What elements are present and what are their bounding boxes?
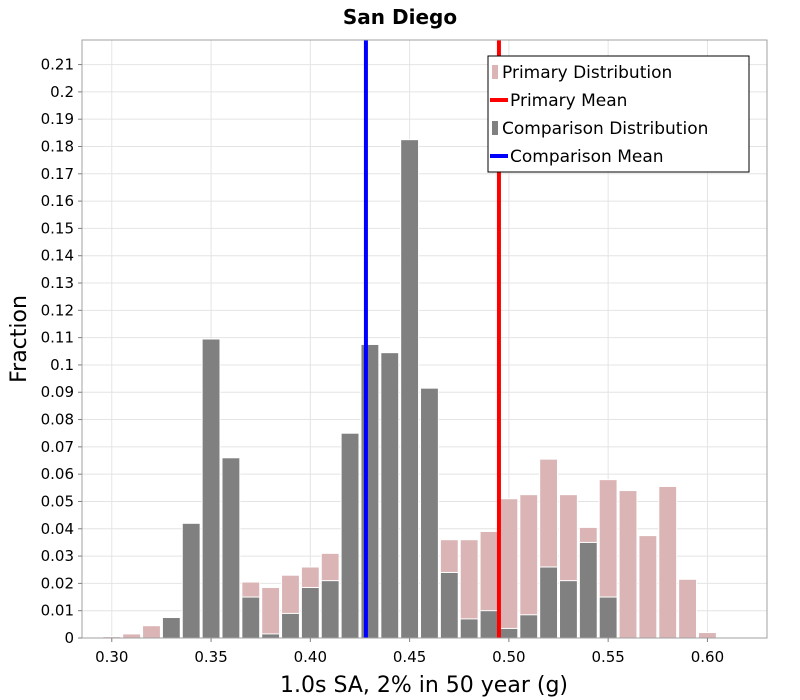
comparison-distribution-bar	[499, 627, 519, 639]
plot-border	[81, 39, 768, 639]
legend-item-comparison-mean: Comparison Mean	[490, 147, 664, 167]
y-tick-label: 0.12	[41, 301, 74, 319]
y-tick-label: 0.08	[41, 411, 74, 429]
y-tick-label: 0.04	[41, 520, 74, 538]
y-tick-label: 0.14	[41, 247, 74, 265]
legend-swatch	[492, 65, 498, 79]
chart-title: San Diego	[343, 5, 457, 29]
comparison-distribution-bar	[519, 614, 539, 639]
y-tick-label: 0.02	[41, 574, 74, 592]
y-tick-label: 0.01	[41, 602, 74, 620]
x-tick-label: 0.50	[492, 648, 525, 666]
y-tick-label: 0.16	[41, 192, 74, 210]
comparison-distribution-bar	[161, 617, 181, 639]
comparison-distribution-bar	[439, 571, 459, 639]
comparison-distribution-bar	[420, 387, 439, 639]
y-tick-label: 0.06	[41, 465, 74, 483]
comparison-distribution-bar	[400, 139, 420, 639]
comparison-distribution-bar	[340, 432, 360, 639]
x-tick-label: 0.45	[393, 648, 426, 666]
y-tick-label: 0.17	[41, 165, 74, 183]
y-axis-title: Fraction	[7, 295, 32, 383]
y-tick-label: 0.11	[41, 329, 74, 347]
legend-box	[487, 55, 750, 173]
x-axis: 0.30 0.35 0.40 0.45 0.50 0.55 0.60	[95, 638, 724, 666]
comparison-distribution-bar	[578, 541, 598, 639]
comparison-distribution-bar	[559, 580, 578, 639]
primary-distribution-bar	[698, 632, 717, 639]
y-tick-label: 0	[64, 629, 74, 647]
primary-distribution-bar	[658, 485, 678, 639]
comparison-distribution-bar	[380, 352, 400, 639]
comparison-distribution-bar	[261, 633, 281, 639]
y-axis: 0 0.01 0.02 0.03 0.04 0.05 0.06 0.07 0.08 0.09 0.1…	[41, 56, 82, 647]
primary-distribution-bar	[638, 535, 658, 639]
y-tick-label: 0.2	[50, 83, 74, 101]
comparison-distribution-bar	[320, 580, 340, 639]
x-tick-label: 0.55	[591, 648, 624, 666]
comparison-distribution-bar	[300, 586, 320, 639]
legend-label: Primary Mean	[510, 91, 627, 111]
comparison-distribution-bar	[281, 612, 300, 639]
comparison-distribution-bars	[161, 139, 618, 639]
x-tick-label: 0.60	[691, 648, 724, 666]
primary-distribution-bar	[122, 633, 142, 639]
comparison-distribution-bar	[479, 610, 499, 639]
y-tick-label: 0.13	[41, 274, 74, 292]
comparison-distribution-bar	[241, 596, 261, 639]
legend-item-primary-distribution: Primary Distribution	[492, 63, 672, 83]
comparison-distribution-bar	[539, 566, 559, 639]
y-tick-label: 0.1	[50, 356, 74, 374]
y-tick-label: 0.15	[41, 219, 74, 237]
primary-distribution-bar	[142, 625, 161, 639]
legend-swatch	[492, 121, 498, 135]
primary-distribution-bar	[618, 490, 638, 639]
legend: Primary Distribution Primary Mean Comparis…	[487, 55, 750, 173]
comparison-distribution-bar	[459, 618, 479, 639]
y-tick-label: 0.03	[41, 547, 74, 565]
y-tick-label: 0.19	[41, 110, 74, 128]
comparison-distribution-bar	[181, 522, 201, 639]
y-tick-label: 0.05	[41, 492, 74, 510]
legend-item-comparison-distribution: Comparison Distribution	[492, 119, 708, 139]
legend-label: Comparison Mean	[510, 147, 664, 167]
legend-label: Comparison Distribution	[502, 119, 708, 139]
comparison-distribution-bar	[360, 343, 380, 639]
x-tick-label: 0.35	[194, 648, 227, 666]
legend-label: Primary Distribution	[502, 63, 672, 83]
x-tick-label: 0.30	[95, 648, 128, 666]
comparison-distribution-bar	[201, 338, 221, 639]
comparison-distribution-bar	[221, 457, 241, 639]
x-tick-label: 0.40	[294, 648, 327, 666]
y-tick-label: 0.09	[41, 383, 74, 401]
primary-distribution-bar	[678, 578, 698, 639]
y-tick-label: 0.07	[41, 438, 74, 456]
y-tick-label: 0.21	[41, 56, 74, 74]
comparison-distribution-bar	[598, 596, 618, 639]
primary-distribution-bar	[261, 586, 281, 639]
legend-item-primary-mean: Primary Mean	[490, 91, 627, 111]
primary-distribution-bar	[499, 498, 519, 639]
y-tick-label: 0.18	[41, 137, 74, 155]
x-axis-title: 1.0s SA, 2% in 50 year (g)	[280, 673, 568, 698]
